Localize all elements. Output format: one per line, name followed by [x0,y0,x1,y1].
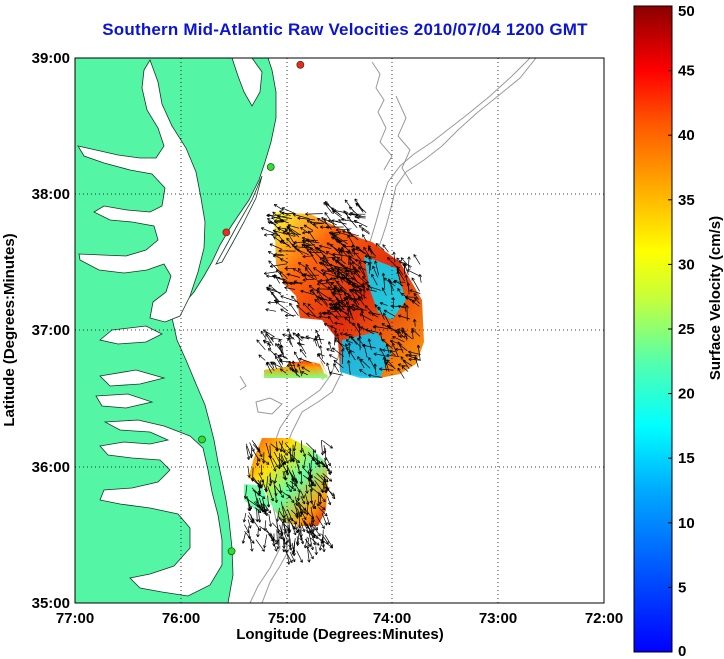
radar-station-marker [222,228,231,237]
colorbar-tick-label: 35 [678,192,695,209]
y-tick-label: 36:00 [32,459,70,476]
x-tick-label: 72:00 [585,610,623,627]
y-axis-label: Latitude (Degrees:Minutes) [1,233,18,426]
chesapeake-bay [77,59,206,323]
x-tick-label: 74:00 [373,610,411,627]
y-tick-label: 37:00 [32,322,70,339]
colorbar-tick-label: 20 [678,386,695,403]
y-tick-label: 38:00 [32,186,70,203]
x-axis-label: Longitude (Degrees:Minutes) [236,626,444,643]
colorbar-tick-label: 0 [678,643,686,659]
radar-station-marker [266,163,275,171]
colorbar-label: Surface Velocity (cm/s) [707,216,724,380]
map-title: Southern Mid-Atlantic Raw Velocities 201… [102,20,588,39]
radar-station-marker [296,60,305,69]
colorbar-scale [633,5,673,653]
radar-station-marker [227,547,236,556]
colorbar-tick-label: 5 [678,579,686,596]
colorbar-tick-label: 40 [678,127,695,144]
colorbar: 0 5 10 15 20 25 30 35 40 45 50 Surface Velocity (c… [633,3,724,659]
grid [75,58,604,603]
colorbar-tick-label: 30 [678,256,695,273]
x-tick-label: 76:00 [162,610,200,627]
y-axis: 39:00 38:00 37:00 36:00 35:00 Latitude (… [1,50,70,612]
x-tick-label: 73:00 [479,610,517,627]
x-tick-label: 77:00 [56,610,94,627]
x-axis: 77:00 76:00 75:00 74:00 73:00 72:00 Long… [56,610,623,643]
delaware-bay [231,58,263,107]
pamlico-sound [99,419,223,597]
radar-stations [198,60,305,556]
colorbar-tick-label: 15 [678,450,695,467]
velocity-vectors [241,198,422,565]
velocity-field-cyan [340,332,392,378]
x-tick-label: 75:00 [268,610,306,627]
colorbar-tick-label: 45 [678,63,695,80]
colorbar-tick-label: 25 [678,321,695,338]
y-tick-label: 35:00 [32,595,70,612]
colorbar-tick-label: 10 [678,515,695,532]
y-tick-label: 39:00 [32,50,70,67]
colorbar-tick-label: 50 [678,3,695,20]
colorbar-ticks: 0 5 10 15 20 25 30 35 40 45 50 [668,3,695,659]
radar-station-marker [198,435,206,444]
